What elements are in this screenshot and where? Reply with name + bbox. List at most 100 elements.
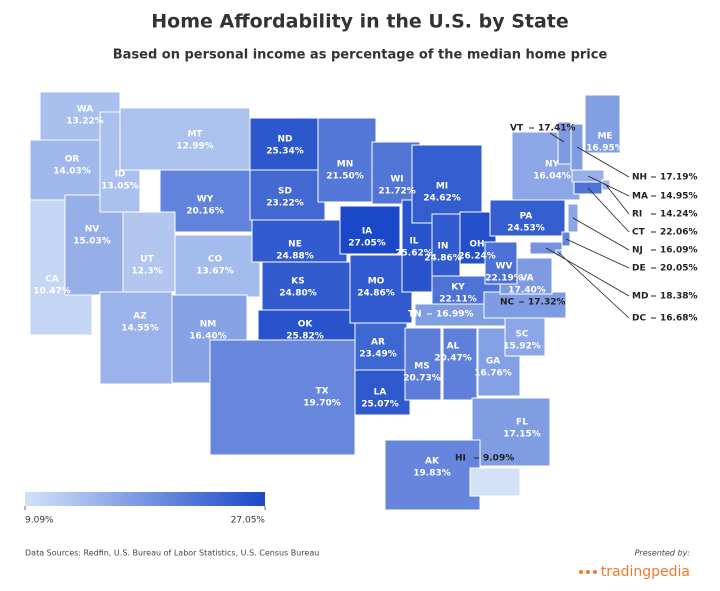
- map-subtitle: Based on personal income as percentage o…: [113, 48, 608, 63]
- state-abbr: SD: [278, 187, 292, 197]
- state-value: 15.03%: [73, 237, 111, 247]
- state-value: 24.62%: [423, 194, 461, 204]
- state-abbr: IA: [362, 227, 372, 237]
- state-value: 20.73%: [403, 374, 441, 384]
- state-value: 16.04%: [533, 172, 571, 182]
- state-abbr: FL: [516, 418, 528, 428]
- state-abbr: DE: [632, 264, 646, 274]
- state-value: 12.99%: [176, 142, 214, 152]
- state-abbr: OK: [298, 320, 314, 330]
- state-value: 18.38%: [660, 292, 698, 302]
- state-value: 20.05%: [660, 264, 698, 274]
- labels: WA 13.22% OR 14.03% CA 10.47% NV 15.03% ID 13.05%…: [33, 105, 697, 479]
- state-value: 16.68%: [660, 314, 698, 324]
- state: [317, 117, 377, 203]
- state: [122, 211, 176, 293]
- state-value: 19.70%: [303, 399, 341, 409]
- state-value: 14.55%: [121, 324, 159, 334]
- state-value: 17.19%: [660, 173, 698, 183]
- state-value: 13.67%: [196, 267, 234, 277]
- states: [29, 91, 621, 511]
- state-abbr: CT: [632, 228, 646, 238]
- state-abbr: KY: [451, 283, 465, 293]
- leader-line: [545, 247, 630, 297]
- state-abbr: CA: [45, 275, 59, 285]
- state-abbr: GA: [486, 357, 500, 367]
- state-abbr: AL: [447, 342, 460, 352]
- state: [249, 117, 321, 171]
- state-value: 25.82%: [286, 332, 324, 342]
- state: [469, 467, 521, 497]
- state-abbr: OR: [65, 155, 80, 165]
- state-value: 13.22%: [66, 117, 104, 127]
- state-abbr: MO: [368, 277, 385, 287]
- leader-line: [605, 184, 630, 215]
- state: [354, 322, 408, 372]
- state-abbr: IN: [438, 242, 449, 252]
- state-value: 20.16%: [186, 207, 224, 217]
- state: [404, 327, 442, 401]
- source-note: Data Sources: Redfin, U.S. Bureau of Lab…: [25, 549, 319, 558]
- state-abbr: WY: [197, 195, 214, 205]
- state-abbr: NE: [288, 240, 302, 250]
- state: [119, 107, 251, 171]
- state-abbr: MA: [632, 192, 648, 202]
- state-abbr: MD: [632, 292, 648, 302]
- leader-line: [558, 252, 630, 319]
- state: [251, 219, 348, 263]
- state-value: 20.47%: [434, 354, 472, 364]
- state: [489, 199, 566, 237]
- state-abbr: WA: [77, 105, 94, 115]
- legend-bar: [25, 492, 265, 506]
- state-abbr: WV: [496, 262, 513, 272]
- map-title: Home Affordability in the U.S. by State: [151, 11, 569, 33]
- state-abbr: LA: [374, 388, 387, 398]
- state-abbr: HI: [455, 454, 466, 464]
- state-value: 25.62%: [395, 249, 433, 259]
- state-value: 24.88%: [276, 252, 314, 262]
- state: [261, 261, 358, 311]
- state-value: 14.03%: [53, 167, 91, 177]
- state-abbr: ME: [597, 132, 612, 142]
- state-abbr: VT: [510, 124, 524, 134]
- state: [354, 369, 411, 416]
- state-abbr: NY: [545, 160, 560, 170]
- state-abbr: SC: [515, 330, 528, 340]
- state-value: 14.24%: [660, 210, 698, 220]
- state-value: 13.05%: [101, 182, 139, 192]
- state-abbr: MN: [337, 160, 354, 170]
- state-value: 10.47%: [33, 287, 71, 297]
- state-abbr: NM: [200, 320, 217, 330]
- state-value: 16.99%: [436, 310, 474, 320]
- state-abbr: NV: [85, 225, 100, 235]
- leader-line: [565, 238, 630, 269]
- state-abbr: AZ: [133, 312, 147, 322]
- state-abbr: KS: [291, 277, 304, 287]
- presented-by: Presented by:: [635, 549, 691, 558]
- state: [384, 439, 481, 511]
- state: [99, 291, 173, 385]
- state-value: 24.53%: [507, 224, 545, 234]
- state-value: 21.72%: [378, 187, 416, 197]
- brand-logo: [579, 570, 597, 574]
- state-abbr: AR: [371, 338, 385, 348]
- state-abbr: ID: [115, 170, 126, 180]
- state-abbr: CO: [208, 255, 223, 265]
- state-value: 15.92%: [503, 342, 541, 352]
- state-abbr: PA: [520, 212, 533, 222]
- legend-label: 9.09%: [25, 516, 54, 526]
- state-abbr: NJ: [632, 246, 643, 256]
- state-value: 16.09%: [660, 246, 698, 256]
- state-abbr: OH: [469, 240, 484, 250]
- state-abbr: RI: [632, 210, 642, 220]
- state: [484, 241, 518, 285]
- legend-label: 27.05%: [231, 516, 266, 526]
- state-abbr: MI: [436, 182, 448, 192]
- state-abbr: VA: [520, 274, 533, 284]
- state-abbr: UT: [140, 255, 154, 265]
- state-value: 17.40%: [508, 286, 546, 296]
- state-value: 17.32%: [528, 298, 566, 308]
- state-value: 16.40%: [189, 332, 227, 342]
- state: [411, 144, 483, 224]
